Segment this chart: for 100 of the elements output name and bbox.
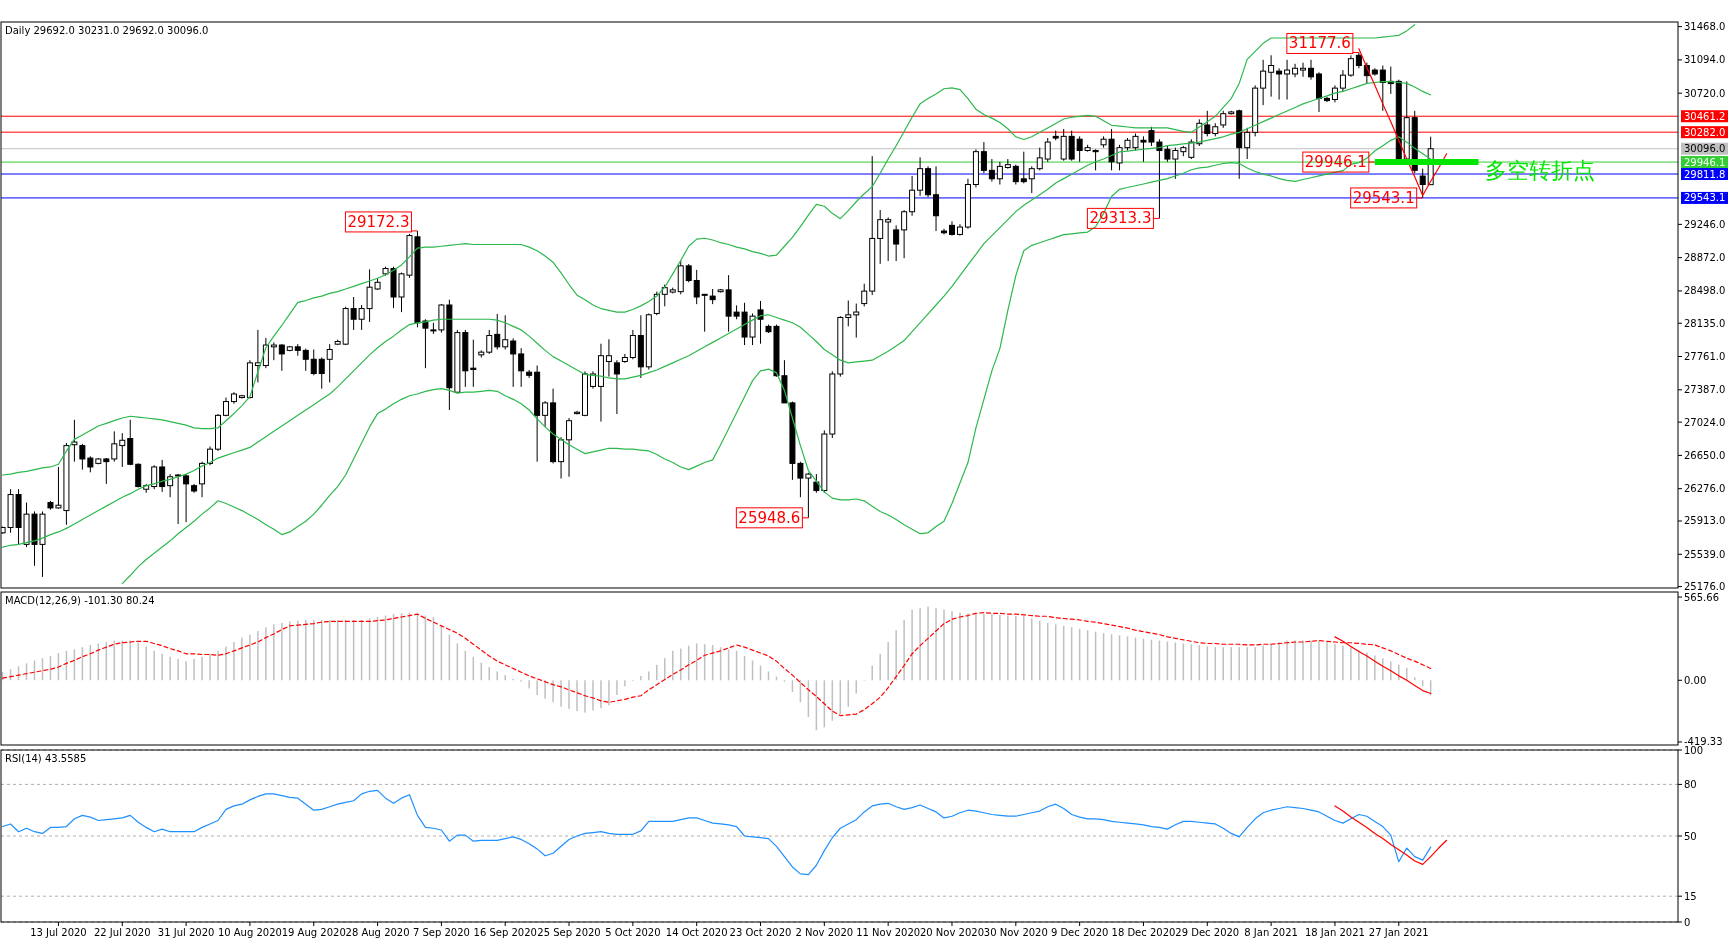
candlestick (302, 348, 309, 372)
candlestick (1347, 54, 1354, 78)
candlestick (1020, 151, 1027, 184)
y-tick-label: 25176.0 (1684, 581, 1726, 593)
candlestick (254, 329, 261, 383)
candlestick (486, 329, 493, 355)
candlestick (1260, 59, 1267, 106)
candlestick (1044, 137, 1051, 163)
x-tick-label: 30 Nov 2020 (983, 927, 1048, 938)
candlestick (119, 432, 126, 468)
candlestick (1268, 54, 1275, 98)
candlestick (502, 314, 509, 350)
candlestick (653, 291, 660, 316)
y-tick-label: 0 (1684, 916, 1691, 928)
candlestick (310, 349, 317, 376)
y-tick-label: 565.66 (1684, 591, 1719, 603)
chart-title: MACD(12,26,9) -101.30 80.24 (5, 595, 155, 606)
candlestick (151, 464, 158, 490)
candlestick (1300, 62, 1307, 78)
ref-line-label: 30282.0 (1684, 126, 1726, 138)
ref-line-label: 29811.8 (1684, 168, 1726, 180)
candlestick (996, 161, 1003, 185)
y-tick-label: 26650.0 (1684, 449, 1726, 461)
x-tick-label: 9 Dec 2020 (1050, 927, 1109, 938)
candlestick (693, 269, 700, 305)
x-tick-label: 14 Oct 2020 (665, 927, 728, 938)
y-tick-label: 26276.0 (1684, 483, 1726, 495)
candlestick (909, 175, 916, 217)
candlestick (1244, 127, 1251, 160)
y-tick-label: 28498.0 (1684, 285, 1726, 297)
candlestick (518, 347, 525, 388)
candlestick (566, 417, 573, 478)
x-tick-label: 16 Sep 2020 (473, 927, 537, 938)
x-tick-label: 2 Nov 2020 (795, 927, 854, 938)
x-tick-label: 27 Jan 2021 (1368, 927, 1429, 938)
x-tick-label: 23 Oct 2020 (729, 927, 792, 938)
y-tick-label: 50 (1684, 830, 1697, 842)
candlestick (103, 457, 110, 485)
candlestick (885, 216, 892, 262)
candlestick (326, 343, 333, 383)
ref-line-label: 30461.2 (1684, 110, 1726, 122)
annotation: 25948.6 (738, 508, 801, 527)
candlestick (1012, 164, 1019, 185)
series-label: 多空转折点 (1484, 158, 1595, 184)
x-tick-label: 19 Aug 2020 (281, 927, 346, 938)
ref-line-label: 29543.1 (1684, 192, 1726, 204)
line-series (2, 24, 1416, 476)
y-tick-label: 25539.0 (1684, 548, 1726, 560)
y-tick-label: 28135.0 (1684, 317, 1726, 329)
x-tick-label: 11 Nov 2020 (856, 927, 921, 938)
candlestick (159, 459, 166, 493)
candlestick (1276, 67, 1283, 101)
candlestick (877, 209, 884, 265)
candlestick (175, 473, 182, 525)
line-series (2, 789, 1432, 876)
x-tick-label: 8 Jan 2021 (1244, 927, 1298, 938)
candlestick (1308, 59, 1315, 81)
candlestick (494, 313, 501, 350)
chart-title: Daily 29692.0 30231.0 29692.0 30096.0 (5, 25, 209, 36)
x-tick-label: 18 Jan 2021 (1304, 927, 1365, 938)
x-tick-label: 10 Aug 2020 (217, 927, 282, 938)
candlestick (901, 209, 908, 259)
y-tick-label: 80 (1684, 778, 1697, 790)
line-series (1334, 805, 1448, 865)
y-tick-label: 28872.0 (1684, 252, 1726, 264)
candlestick (1379, 65, 1386, 112)
candlestick (661, 284, 668, 307)
candlestick (613, 359, 620, 415)
candlestick (605, 338, 612, 378)
candlestick (845, 300, 852, 327)
candlestick (853, 303, 860, 339)
y-tick-label: 31468.0 (1684, 21, 1726, 33)
y-tick-label: 0.00 (1684, 674, 1707, 686)
candlestick (917, 156, 924, 197)
y-tick-label: 30720.0 (1684, 87, 1726, 99)
candlestick (278, 343, 285, 372)
candlestick (933, 165, 940, 232)
candlestick (893, 224, 900, 262)
x-tick-label: 13 Jul 2020 (30, 927, 87, 938)
candlestick (861, 283, 868, 307)
candlestick (1419, 168, 1426, 199)
x-tick-label: 5 Oct 2020 (605, 927, 661, 938)
line-series (2, 612, 1432, 717)
x-tick-label: 31 Jul 2020 (157, 927, 215, 938)
candlestick (510, 337, 517, 388)
candlestick (558, 436, 565, 480)
y-tick-label: 27387.0 (1684, 384, 1726, 396)
candlestick (1060, 128, 1067, 162)
y-tick-label: 15 (1684, 890, 1697, 902)
chart-title: RSI(14) 43.5585 (5, 753, 87, 764)
candlestick (1036, 147, 1043, 171)
candlestick (542, 400, 549, 428)
x-tick-label: 22 Jul 2020 (93, 927, 151, 938)
y-tick-label: 100 (1684, 744, 1704, 756)
ref-line-label: 29946.1 (1684, 156, 1726, 168)
candlestick (183, 473, 190, 523)
candlestick (135, 462, 142, 488)
line-series (121, 136, 1432, 585)
candlestick (1292, 63, 1299, 78)
candlestick (111, 430, 118, 463)
